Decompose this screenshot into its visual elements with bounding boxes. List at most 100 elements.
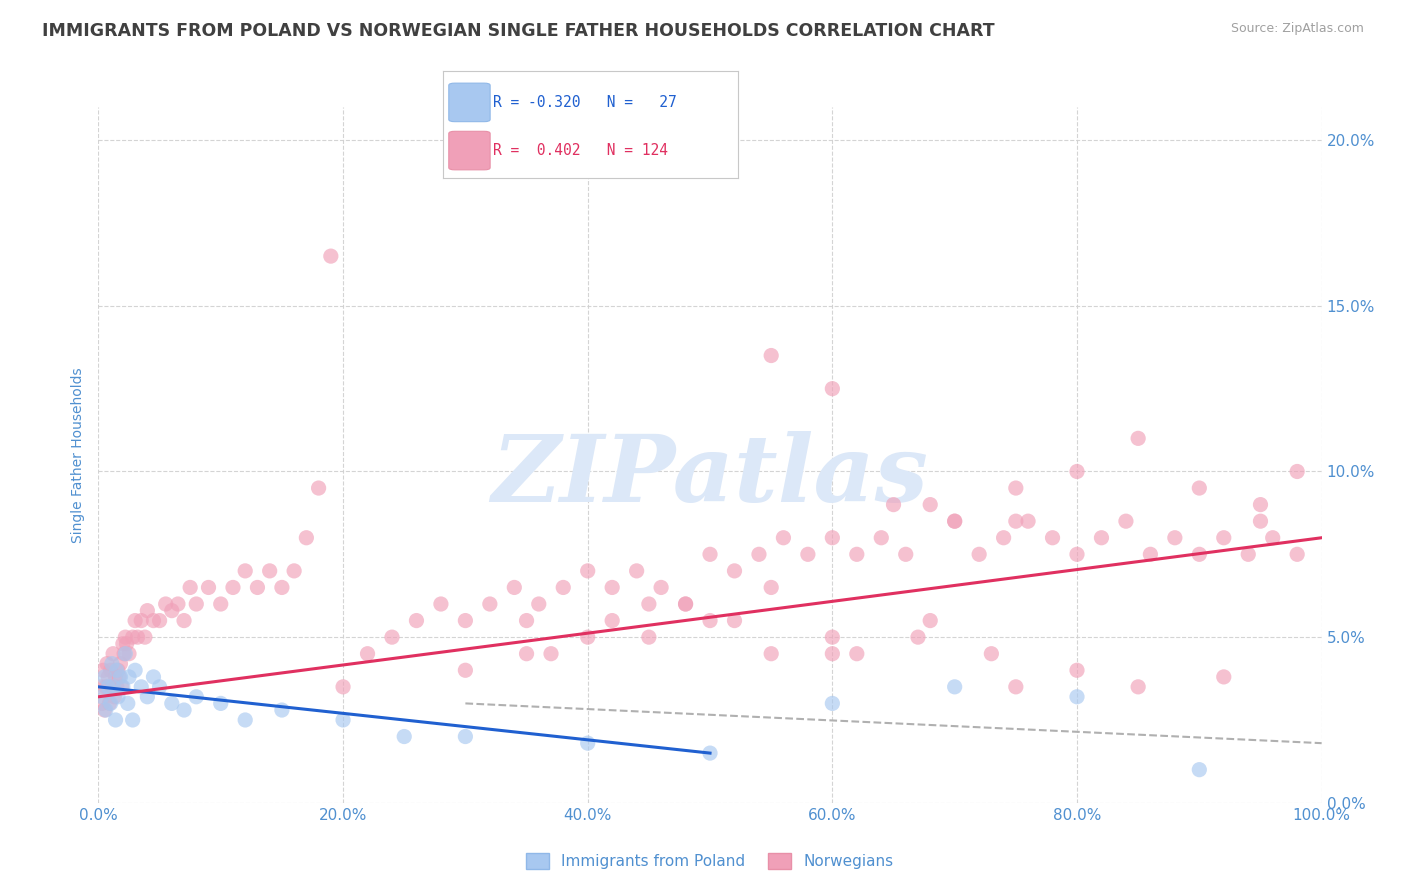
- Point: [845, 647, 868, 661]
- Point: [797, 547, 820, 561]
- Point: [943, 514, 966, 528]
- Point: [980, 647, 1002, 661]
- Point: [1286, 547, 1309, 561]
- Point: [723, 564, 745, 578]
- Text: R = -0.320   N =   27: R = -0.320 N = 27: [494, 95, 676, 110]
- Point: [112, 647, 135, 661]
- Point: [1090, 531, 1112, 545]
- Text: Source: ZipAtlas.com: Source: ZipAtlas.com: [1230, 22, 1364, 36]
- Point: [1188, 763, 1211, 777]
- Point: [1188, 481, 1211, 495]
- FancyBboxPatch shape: [449, 131, 491, 169]
- Point: [110, 670, 132, 684]
- Point: [107, 690, 129, 704]
- Point: [118, 670, 141, 684]
- Point: [186, 597, 208, 611]
- Point: [259, 564, 281, 578]
- Point: [105, 680, 128, 694]
- Point: [392, 730, 416, 744]
- Point: [1286, 465, 1309, 479]
- Point: [600, 614, 623, 628]
- Point: [967, 547, 990, 561]
- Point: [134, 630, 156, 644]
- Point: [127, 630, 149, 644]
- Point: [1066, 690, 1088, 704]
- Point: [186, 690, 208, 704]
- Point: [1188, 547, 1211, 561]
- Point: [129, 614, 152, 628]
- Point: [197, 581, 219, 595]
- Point: [920, 498, 942, 512]
- Point: [675, 597, 697, 611]
- Point: [96, 657, 118, 671]
- Point: [308, 481, 330, 495]
- Point: [233, 564, 256, 578]
- Point: [93, 703, 115, 717]
- Point: [1128, 431, 1150, 445]
- Point: [104, 713, 127, 727]
- Point: [319, 249, 342, 263]
- Point: [101, 657, 124, 671]
- Point: [870, 531, 893, 545]
- Point: [90, 680, 112, 694]
- Point: [173, 614, 195, 628]
- Point: [1128, 680, 1150, 694]
- Point: [527, 597, 550, 611]
- Point: [576, 630, 599, 644]
- Point: [101, 647, 124, 661]
- Point: [1250, 498, 1272, 512]
- Point: [405, 614, 427, 628]
- Point: [160, 604, 183, 618]
- Point: [101, 680, 124, 694]
- Point: [638, 597, 661, 611]
- Point: [821, 531, 844, 545]
- Text: IMMIGRANTS FROM POLAND VS NORWEGIAN SINGLE FATHER HOUSEHOLDS CORRELATION CHART: IMMIGRANTS FROM POLAND VS NORWEGIAN SING…: [42, 22, 995, 40]
- Point: [98, 697, 121, 711]
- Point: [107, 663, 129, 677]
- Point: [142, 670, 165, 684]
- Point: [540, 647, 562, 661]
- Point: [97, 670, 120, 684]
- Point: [894, 547, 917, 561]
- Point: [699, 746, 721, 760]
- Point: [160, 697, 183, 711]
- Point: [650, 581, 672, 595]
- Point: [105, 663, 128, 677]
- Point: [600, 581, 623, 595]
- Point: [246, 581, 269, 595]
- Point: [233, 713, 256, 727]
- Point: [91, 663, 114, 677]
- Point: [222, 581, 245, 595]
- Point: [943, 680, 966, 694]
- Point: [1250, 514, 1272, 528]
- Point: [748, 547, 770, 561]
- Point: [638, 630, 661, 644]
- Point: [167, 597, 190, 611]
- Point: [454, 614, 477, 628]
- Point: [576, 564, 599, 578]
- Point: [1261, 531, 1284, 545]
- Point: [94, 680, 117, 694]
- Point: [101, 680, 124, 694]
- Point: [97, 680, 120, 694]
- Point: [111, 680, 134, 694]
- Point: [723, 614, 745, 628]
- Point: [136, 604, 159, 618]
- Point: [1164, 531, 1187, 545]
- Point: [104, 670, 127, 684]
- Point: [1004, 481, 1026, 495]
- Point: [1237, 547, 1260, 561]
- Point: [761, 581, 783, 595]
- Point: [149, 680, 172, 694]
- Point: [1004, 680, 1026, 694]
- Point: [117, 697, 139, 711]
- Point: [1004, 514, 1026, 528]
- Point: [93, 670, 115, 684]
- Point: [100, 663, 122, 677]
- Point: [845, 547, 868, 561]
- Point: [124, 663, 146, 677]
- FancyBboxPatch shape: [449, 83, 491, 121]
- Point: [907, 630, 929, 644]
- Point: [270, 581, 294, 595]
- Point: [1066, 547, 1088, 561]
